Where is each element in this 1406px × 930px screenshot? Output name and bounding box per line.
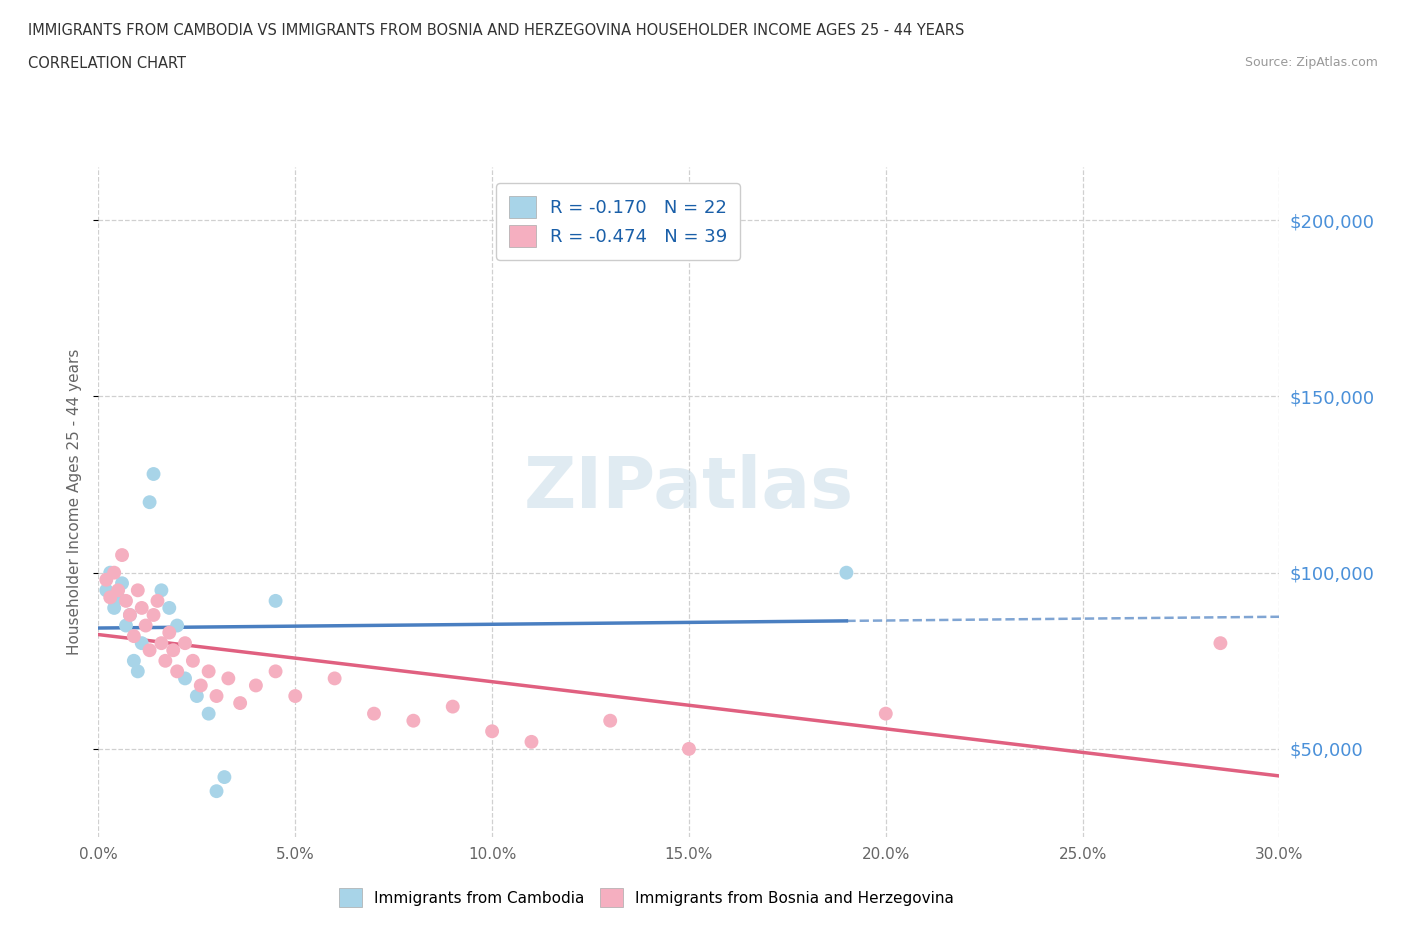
Point bbox=[111, 548, 134, 563]
Point bbox=[1209, 636, 1232, 651]
Point bbox=[103, 601, 125, 616]
Point bbox=[162, 643, 184, 658]
Point bbox=[138, 495, 160, 510]
Point bbox=[115, 618, 138, 633]
Point bbox=[127, 664, 149, 679]
Point bbox=[166, 664, 188, 679]
Text: Source: ZipAtlas.com: Source: ZipAtlas.com bbox=[1244, 56, 1378, 69]
Point bbox=[131, 636, 153, 651]
Point bbox=[181, 654, 204, 669]
Point bbox=[138, 643, 160, 658]
Point bbox=[186, 688, 208, 703]
Legend: R = -0.170   N = 22, R = -0.474   N = 39: R = -0.170 N = 22, R = -0.474 N = 39 bbox=[496, 183, 740, 259]
Point bbox=[214, 770, 236, 785]
Point bbox=[284, 688, 307, 703]
Point bbox=[122, 629, 145, 644]
Point bbox=[142, 467, 165, 482]
Text: CORRELATION CHART: CORRELATION CHART bbox=[28, 56, 186, 71]
Point bbox=[98, 565, 121, 580]
Point bbox=[245, 678, 267, 693]
Point bbox=[174, 636, 197, 651]
Point bbox=[481, 724, 503, 738]
Point bbox=[205, 688, 228, 703]
Point bbox=[150, 636, 173, 651]
Point bbox=[402, 713, 425, 728]
Point bbox=[127, 583, 149, 598]
Point bbox=[264, 664, 287, 679]
Point bbox=[174, 671, 197, 685]
Point bbox=[122, 654, 145, 669]
Point bbox=[835, 565, 858, 580]
Point bbox=[96, 572, 118, 587]
Point bbox=[118, 607, 141, 622]
Point bbox=[115, 593, 138, 608]
Point bbox=[103, 565, 125, 580]
Point bbox=[599, 713, 621, 728]
Point bbox=[96, 583, 118, 598]
Point bbox=[157, 625, 180, 640]
Point bbox=[441, 699, 464, 714]
Point bbox=[229, 696, 252, 711]
Point bbox=[217, 671, 239, 685]
Point bbox=[363, 706, 385, 721]
Point bbox=[107, 590, 129, 604]
Point bbox=[264, 593, 287, 608]
Point bbox=[142, 607, 165, 622]
Point bbox=[107, 583, 129, 598]
Point bbox=[678, 741, 700, 756]
Point bbox=[157, 601, 180, 616]
Point bbox=[146, 593, 169, 608]
Point bbox=[205, 784, 228, 799]
Point bbox=[98, 590, 121, 604]
Point bbox=[150, 583, 173, 598]
Legend: Immigrants from Cambodia, Immigrants from Bosnia and Herzegovina: Immigrants from Cambodia, Immigrants fro… bbox=[333, 883, 960, 913]
Point bbox=[135, 618, 157, 633]
Point bbox=[166, 618, 188, 633]
Point bbox=[197, 664, 219, 679]
Point bbox=[155, 654, 177, 669]
Point bbox=[190, 678, 212, 693]
Point bbox=[111, 576, 134, 591]
Y-axis label: Householder Income Ages 25 - 44 years: Householder Income Ages 25 - 44 years bbox=[67, 349, 83, 656]
Point bbox=[131, 601, 153, 616]
Point bbox=[875, 706, 897, 721]
Text: IMMIGRANTS FROM CAMBODIA VS IMMIGRANTS FROM BOSNIA AND HERZEGOVINA HOUSEHOLDER I: IMMIGRANTS FROM CAMBODIA VS IMMIGRANTS F… bbox=[28, 23, 965, 38]
Text: ZIPatlas: ZIPatlas bbox=[524, 455, 853, 524]
Point bbox=[118, 607, 141, 622]
Point bbox=[197, 706, 219, 721]
Point bbox=[323, 671, 346, 685]
Point bbox=[520, 735, 543, 750]
